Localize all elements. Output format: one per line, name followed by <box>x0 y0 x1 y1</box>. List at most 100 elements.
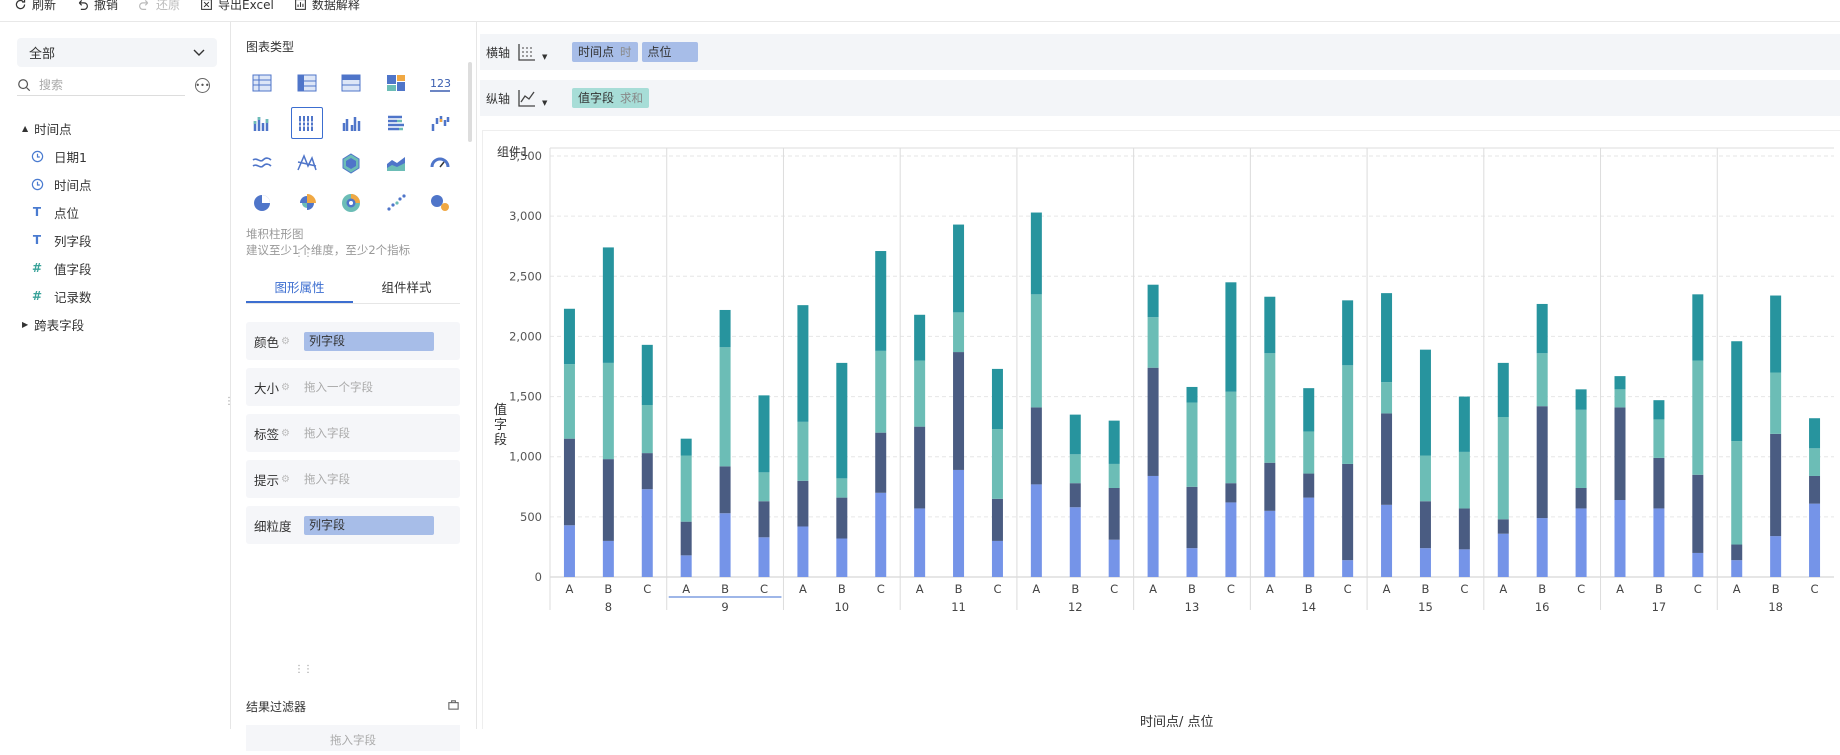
chart-type-scatter[interactable] <box>380 187 412 219</box>
tree-group-timepoint[interactable]: ▲ 时间点 <box>22 114 92 142</box>
bar-segment <box>1458 549 1470 577</box>
chart-type-table[interactable] <box>246 67 278 99</box>
chart-type-title: 图表类型 <box>246 40 295 54</box>
bar-segment <box>875 492 887 577</box>
chart-type-radar-line[interactable] <box>291 147 323 179</box>
search-placeholder: 搜索 <box>39 78 64 92</box>
chart-type-gauge[interactable] <box>424 147 456 179</box>
y-axis-settings[interactable]: ▼ <box>516 87 552 109</box>
x-axis-settings[interactable]: ▼ <box>516 41 552 63</box>
bar-segment <box>1225 391 1237 484</box>
x-field-label: 时间点 <box>578 45 615 59</box>
y-tick-label: 2,500 <box>509 269 542 283</box>
bar-segment <box>1381 504 1393 577</box>
prop-granularity-field[interactable]: 列字段 <box>304 515 434 535</box>
bar-segment <box>1225 483 1237 503</box>
x-axis-field-timepoint[interactable]: 时间点时 <box>572 42 638 62</box>
data-explain-button[interactable]: 数据解释 <box>294 0 360 13</box>
bar-segment <box>991 429 1003 499</box>
prop-granularity-label: 细粒度 <box>254 518 292 534</box>
field-item[interactable]: T 列字段 <box>22 226 92 254</box>
y-axis-field-value[interactable]: 值字段 求和 <box>572 88 650 108</box>
prop-color-field[interactable]: 列字段 <box>304 331 434 351</box>
bar-segment <box>1536 406 1548 519</box>
chart-type-kpi[interactable]: 123 <box>424 67 456 99</box>
bar-segment <box>1731 441 1743 545</box>
search-input[interactable]: 搜索 <box>17 74 185 96</box>
chart-type-group-bar[interactable] <box>335 107 367 139</box>
chart-type-detail-table[interactable] <box>335 67 367 99</box>
field-item[interactable]: # 记录数 <box>22 282 92 310</box>
x-subcategory-label: C <box>1344 582 1352 596</box>
chart-type-pie[interactable] <box>246 187 278 219</box>
gear-icon[interactable]: ⚙ <box>281 427 290 439</box>
field-item[interactable]: 日期1 <box>22 142 92 170</box>
y-tick-label: 3,500 <box>509 149 542 163</box>
x-axis-title: 时间点/ 点位 <box>1140 715 1214 730</box>
x-field-granularity: 时 <box>620 45 632 59</box>
chart-type-horizontal-bar[interactable] <box>380 107 412 139</box>
prop-granularity[interactable]: 细粒度 列字段 <box>246 506 460 544</box>
bar-segment <box>719 466 731 514</box>
drag-handle[interactable]: ⋮⋮ <box>294 664 313 675</box>
field-item[interactable]: 时间点 <box>22 170 92 198</box>
panel-resize-handle[interactable]: ⋮ <box>224 396 234 407</box>
export-excel-button[interactable]: 导出Excel <box>200 0 274 13</box>
field-item[interactable]: # 值字段 <box>22 254 92 282</box>
prop-color[interactable]: 颜色 ⚙ 列字段 <box>246 322 460 360</box>
x-axis-field-location[interactable]: 点位 <box>641 42 698 62</box>
chart-component[interactable] <box>482 130 1840 729</box>
dataset-select[interactable]: 全部 <box>17 38 217 67</box>
more-options-icon[interactable]: ••• <box>195 78 210 93</box>
bar-segment <box>991 368 1003 430</box>
field-label: 点位 <box>54 205 80 221</box>
group-bar-icon <box>342 117 361 131</box>
tab-component-style[interactable]: 组件样式 <box>381 280 432 295</box>
chart-type-area[interactable] <box>380 147 412 179</box>
chart-type-treemap[interactable] <box>380 67 412 99</box>
prop-label[interactable]: 标签 ⚙ 拖入字段 <box>246 414 460 452</box>
chart-type-sunburst[interactable] <box>335 187 367 219</box>
chart-type-scrollbar[interactable] <box>468 62 472 142</box>
prop-label-label: 标签 <box>254 426 280 442</box>
gear-icon[interactable]: ⚙ <box>281 335 290 347</box>
bar-segment <box>719 309 731 348</box>
tree-group-cross-table[interactable]: ▶ 跨表字段 <box>22 310 92 338</box>
prop-label-dropzone[interactable]: 拖入字段 <box>304 426 350 440</box>
x-axis-label: 横轴 <box>486 45 511 60</box>
chart-type-line[interactable] <box>246 147 278 179</box>
x-subcategory-label: A <box>916 582 924 596</box>
bar-segment <box>1342 463 1354 561</box>
x-subcategory-label: A <box>566 582 574 596</box>
prop-tooltip-dropzone[interactable]: 拖入字段 <box>304 472 350 486</box>
gear-icon[interactable]: ⚙ <box>281 473 290 485</box>
x-subcategory-label: B <box>955 582 963 596</box>
chart-type-multi-bar[interactable] <box>246 107 278 139</box>
prop-tooltip[interactable]: 提示 ⚙ 拖入字段 <box>246 460 460 498</box>
bar-segment <box>1030 484 1042 577</box>
bar-segment <box>1731 544 1743 561</box>
filter-clear-icon[interactable] <box>447 698 460 711</box>
bar-segment <box>797 421 809 481</box>
chart-type-rose[interactable] <box>291 187 323 219</box>
prop-size-dropzone[interactable]: 拖入一个字段 <box>304 380 373 394</box>
chart-type-radar[interactable] <box>335 147 367 179</box>
tab-graphic-attributes[interactable]: 图形属性 <box>246 274 353 303</box>
chart-type-crosstable[interactable] <box>291 67 323 99</box>
chart-type-stacked-bar[interactable] <box>290 107 323 139</box>
field-item[interactable]: T 点位 <box>22 198 92 226</box>
refresh-button[interactable]: 刷新 <box>14 0 56 13</box>
redo-button[interactable]: 还原 <box>138 0 180 13</box>
chart-type-waterfall[interactable] <box>424 107 456 139</box>
bar-segment <box>563 438 575 526</box>
chart-type-grid: 123 <box>246 67 456 219</box>
drag-handle[interactable]: ⋮⋮ <box>294 248 313 259</box>
gear-icon[interactable]: ⚙ <box>281 381 290 393</box>
chart-type-bubble[interactable] <box>424 187 456 219</box>
property-tabs: 图形属性 组件样式 <box>246 274 460 304</box>
bar-segment <box>1303 431 1315 474</box>
prop-size[interactable]: 大小 ⚙ 拖入一个字段 <box>246 368 460 406</box>
undo-button[interactable]: 撤销 <box>76 0 118 13</box>
text-icon: T <box>32 205 42 219</box>
undo-label: 撤销 <box>94 0 119 12</box>
